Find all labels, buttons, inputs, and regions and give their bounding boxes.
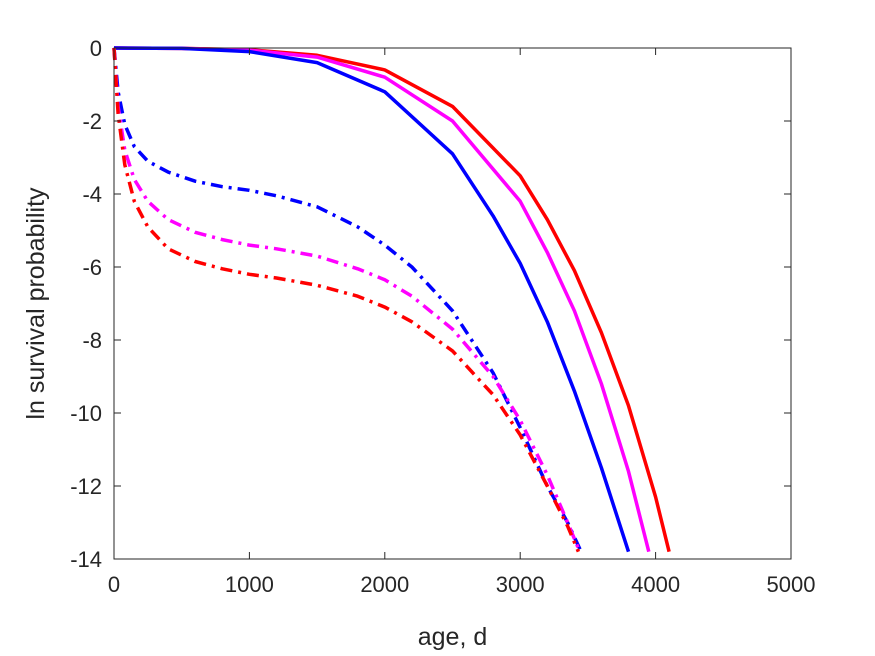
- tick-layer: 0 1000 2000 3000 4000 5000 0 -2 -4 -6 -8 -10 -12 -14: [70, 36, 815, 597]
- y-tick-label: 0: [90, 36, 102, 61]
- y-tick-label: -8: [82, 328, 102, 353]
- y-tick-label: -6: [82, 255, 102, 280]
- y-tick-label: -12: [70, 474, 102, 499]
- series-line-3-solid: [113, 46, 631, 553]
- x-axis-label: age, d: [418, 623, 488, 651]
- x-tick-label: 3000: [496, 572, 545, 597]
- y-axis-label: ln survival probability: [22, 187, 50, 420]
- y-tick-label: -14: [70, 547, 102, 572]
- y-tick-label: -10: [70, 401, 102, 426]
- x-tick-label: 2000: [360, 572, 409, 597]
- x-tick-label: 5000: [767, 572, 816, 597]
- series-layer: [112, 46, 671, 553]
- y-tick-label: -2: [82, 109, 102, 134]
- plot-frame: [113, 47, 792, 560]
- x-tick-label: 4000: [631, 572, 680, 597]
- y-tick-label: -4: [82, 182, 102, 207]
- x-tick-label: 1000: [225, 572, 274, 597]
- plot-area: [114, 48, 791, 559]
- x-tick-label: 0: [108, 572, 120, 597]
- series-line-5-dashdot: [112, 47, 582, 553]
- series-line-4-dashdot: [112, 47, 583, 553]
